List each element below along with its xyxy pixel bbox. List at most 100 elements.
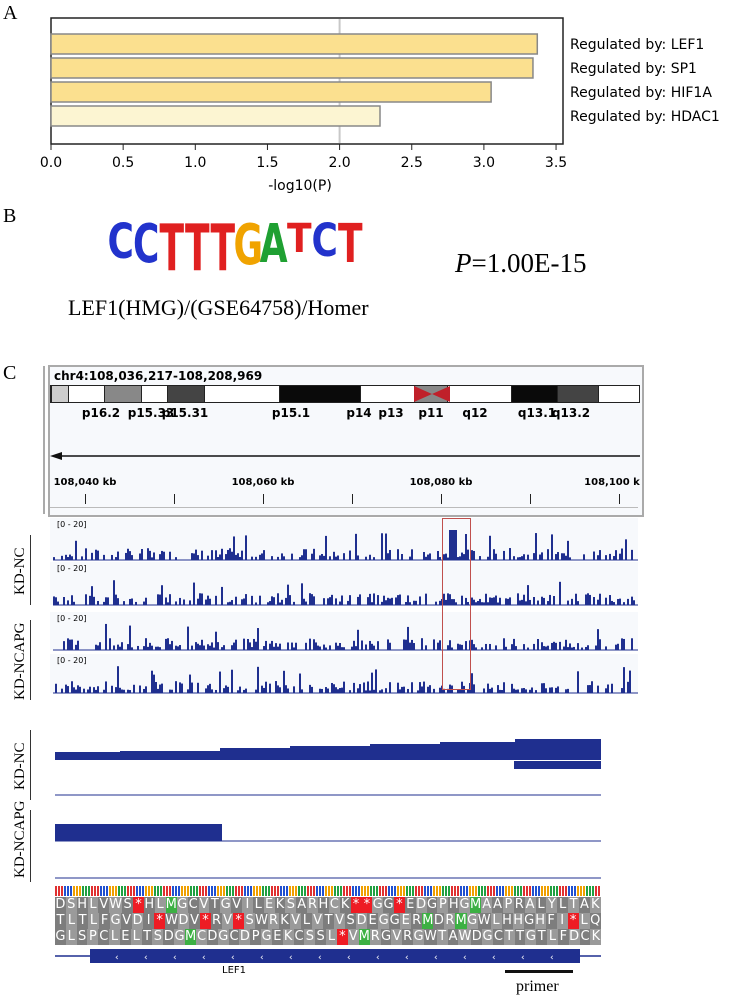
coverage-bar	[443, 593, 445, 605]
amino-acid: D	[356, 913, 368, 929]
base	[301, 886, 303, 896]
amino-acid: V	[347, 929, 359, 945]
coverage-bar	[305, 601, 307, 605]
coverage-bar	[471, 550, 473, 560]
p-label: P	[455, 248, 472, 278]
coverage-bar	[303, 549, 305, 560]
base	[55, 886, 57, 896]
amino-acid: T	[436, 929, 448, 945]
base	[517, 886, 519, 896]
coverage-bar	[301, 689, 303, 693]
coverage-bar	[543, 646, 545, 650]
coverage-bar	[537, 639, 539, 650]
coverage-bar	[571, 598, 573, 605]
coverage-bar	[195, 642, 197, 650]
coverage-bar	[493, 597, 495, 605]
cytoband[interactable]	[557, 386, 599, 402]
amino-acid: E	[404, 897, 416, 913]
amino-acid: G	[413, 929, 424, 945]
cytoband[interactable]	[167, 386, 205, 402]
coverage-bar	[211, 642, 213, 650]
locus-text[interactable]: chr4:108,036,217-108,208,969	[54, 369, 263, 383]
base	[376, 886, 378, 896]
base	[226, 886, 228, 896]
base	[385, 886, 387, 896]
coverage-bar	[321, 688, 323, 693]
coverage-bar	[623, 602, 625, 605]
coverage-bar	[335, 642, 337, 650]
coverage-bar	[329, 556, 331, 560]
base	[238, 886, 240, 896]
amino-acid: C	[196, 929, 207, 945]
gene-model[interactable]: ‹ ‹ ‹ ‹ ‹ ‹ ‹ ‹ ‹ ‹ ‹ ‹ ‹ ‹ ‹ ‹	[55, 945, 601, 967]
coverage-bar	[309, 684, 311, 693]
coverage-bar	[215, 550, 217, 560]
coverage-bar	[453, 530, 455, 560]
coverage-bar	[475, 602, 477, 605]
base	[64, 886, 66, 896]
amino-acid: G	[220, 897, 232, 913]
bar	[50, 57, 534, 79]
amino-acid: S	[285, 897, 297, 913]
group-label-kd-ncapg-lower: KD-NCAPG	[12, 800, 28, 878]
coverage-bar	[335, 556, 337, 560]
motif-letter: T	[287, 222, 312, 261]
coverage-bar	[231, 645, 233, 650]
coverage-bar	[479, 598, 481, 605]
amino-acid: R	[402, 929, 414, 945]
motif-letter: C	[133, 222, 159, 274]
coverage-bar	[605, 597, 607, 605]
coverage-bar	[551, 687, 553, 693]
coverage-bar	[143, 646, 145, 650]
bar	[50, 105, 381, 127]
coverage-bar	[249, 642, 251, 650]
base	[328, 886, 330, 896]
amino-acid: C	[98, 929, 110, 945]
coverage-bar	[549, 687, 551, 693]
coverage-bar	[339, 688, 341, 693]
cytoband[interactable]	[104, 386, 142, 402]
coverage-bar	[291, 642, 293, 650]
coverage-bar	[445, 553, 447, 560]
amino-acid: W	[255, 913, 268, 929]
coverage-bar	[409, 602, 411, 605]
amino-acid: F	[557, 929, 569, 945]
coverage-bar	[479, 556, 481, 560]
coverage-bar	[555, 687, 557, 693]
coverage-bar	[407, 688, 409, 693]
strand-chevron-icon: ‹	[521, 953, 525, 963]
coverage-bar	[353, 640, 355, 650]
coverage-bar	[621, 688, 623, 693]
base	[79, 886, 81, 896]
amino-acid: K	[279, 913, 291, 929]
amino-acid: S	[76, 929, 88, 945]
coverage-bar	[631, 549, 633, 560]
coverage-bar	[175, 557, 177, 560]
cytoband[interactable]	[51, 386, 69, 402]
coverage-bar	[465, 597, 467, 605]
coverage-bar	[509, 548, 511, 560]
cytoband[interactable]	[279, 386, 361, 402]
coverage-bar	[521, 688, 523, 693]
coverage-bar	[625, 539, 627, 560]
coverage-bar	[565, 639, 567, 650]
coverage-bar	[225, 685, 227, 693]
amino-acid: T	[209, 897, 221, 913]
amino-acid: C	[328, 897, 340, 913]
coverage-bar	[333, 551, 335, 560]
coverage-bar	[409, 556, 411, 560]
amino-acid: D	[163, 929, 175, 945]
coverage-bar	[605, 555, 607, 560]
amino-acid: D	[471, 929, 483, 945]
chromosome-ideogram[interactable]: p16.2 p15.33 p15.31 p15.1 p14 p13 p11 q12 q13.1 q…	[50, 385, 640, 420]
primer-label: primer	[516, 978, 559, 995]
coverage-bar	[321, 553, 323, 560]
coverage-bar	[97, 686, 99, 693]
ruler-tick	[352, 494, 353, 504]
coverage-bar	[415, 600, 417, 605]
rna-tracks	[55, 739, 601, 879]
coverage-bar	[293, 686, 295, 693]
coverage-bar	[617, 643, 619, 650]
amino-acid: *	[350, 897, 362, 913]
coverage-bar	[337, 555, 339, 560]
